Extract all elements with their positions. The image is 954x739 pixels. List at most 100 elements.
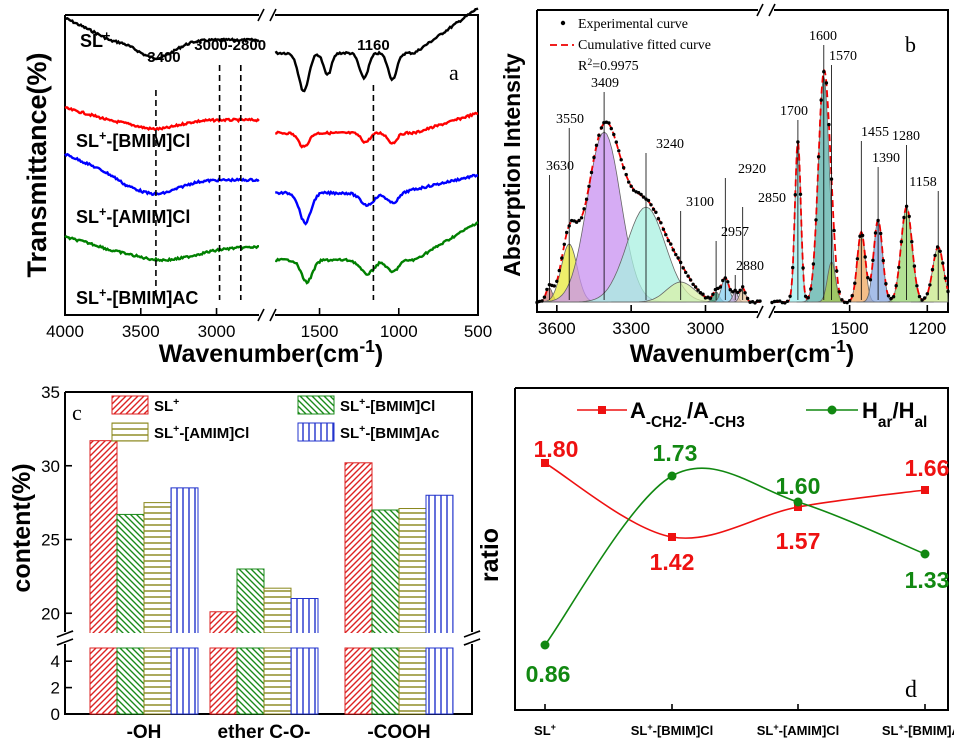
bar (116, 513, 145, 639)
spectrum-line (64, 152, 260, 197)
experimental-point (624, 172, 628, 177)
series-label: SL+-[BMIM]Cl (76, 129, 190, 151)
category-label: -COOH (367, 722, 430, 739)
peak-label: 3550 (556, 112, 584, 127)
data-label: 1.60 (776, 473, 821, 499)
experimental-point (860, 233, 865, 238)
axis-break-band (61, 633, 476, 643)
spectrum-line (275, 173, 478, 226)
experimental-point (674, 252, 678, 257)
experimental-point (941, 261, 945, 265)
peak-label: 1158 (909, 175, 936, 190)
experimental-point (701, 292, 705, 296)
axis-break-top (756, 3, 776, 17)
legend-r2: R2=0.9975 (578, 57, 639, 75)
y-tick-label: 35 (41, 383, 60, 402)
experimental-point (537, 299, 542, 304)
peak-label: 3240 (656, 137, 684, 152)
experimental-point (587, 184, 591, 188)
x-tick-label: 4000 (46, 322, 84, 341)
bar (398, 508, 427, 639)
experimental-point (589, 170, 594, 175)
legend-marker (598, 406, 606, 414)
experimental-point (661, 227, 666, 231)
peak-label: 1455 (861, 125, 889, 140)
panel-letter: d (905, 677, 917, 703)
data-label: 1.73 (653, 440, 698, 466)
experimental-point (669, 242, 673, 246)
x-tick-label: SL+ (534, 722, 556, 738)
bar (425, 494, 454, 639)
experimental-point (811, 262, 816, 266)
experimental-point (855, 257, 860, 261)
experimental-point (866, 276, 870, 280)
experimental-point (930, 267, 935, 272)
peak-label: 1160 (357, 37, 390, 54)
experimental-point (853, 281, 857, 285)
data-point (541, 459, 549, 467)
experimental-point (842, 300, 847, 304)
legend-swatch (111, 422, 149, 442)
experimental-point (938, 249, 942, 253)
experimental-point (651, 207, 656, 211)
y-tick-label: 20 (41, 604, 60, 623)
experimental-point (743, 291, 747, 295)
experimental-point (850, 294, 854, 298)
experimental-point (943, 276, 948, 280)
experimental-point (676, 256, 680, 260)
x-tick-label: 3300 (612, 319, 650, 338)
experimental-point (745, 296, 750, 301)
experimental-point (597, 133, 601, 137)
spectrum-line (64, 16, 260, 61)
experimental-point (631, 188, 636, 192)
bar-lower (89, 647, 118, 715)
data-point (920, 549, 930, 559)
experimental-point (656, 217, 661, 221)
data-point (540, 640, 550, 650)
experimental-point (728, 288, 732, 292)
experimental-point (912, 264, 917, 268)
axis-break-left (56, 630, 74, 646)
peak-label: 1390 (872, 151, 900, 166)
experimental-point (736, 290, 740, 295)
panel-b: 3600 3300 3000 1500 1200 3630 3550 3409 3240 3100… (499, 3, 950, 368)
bar-lower (371, 647, 400, 715)
experimental-point (910, 240, 914, 244)
y-axis-title: ratio (476, 528, 504, 582)
x-axis-title: Wavenumber(cm-1) (159, 336, 383, 368)
experimental-point (654, 210, 658, 214)
panel-d: SL+ SL+-[BMIM]Cl SL+-[AMIM]Cl SL+-[BMIM]Ac 1… (476, 387, 954, 738)
experimental-point (693, 285, 698, 289)
data-point (668, 533, 676, 541)
data-point (667, 471, 677, 481)
experimental-point (649, 203, 653, 207)
experimental-point (917, 294, 922, 299)
experimental-point (540, 299, 544, 303)
bar (170, 487, 199, 639)
bar-lower (170, 647, 199, 715)
experimental-point (755, 299, 760, 303)
experimental-point (847, 299, 852, 303)
peak-label: 1600 (809, 29, 837, 44)
x-tick-label: 1000 (380, 322, 418, 341)
legend-label: SL+-[BMIM]Cl (340, 396, 435, 415)
axis-break-bottom (756, 305, 776, 319)
data-label: 1.57 (776, 528, 821, 554)
experimental-point (863, 255, 867, 259)
experimental-point (584, 197, 589, 201)
experimental-point (884, 282, 888, 286)
x-tick-label: 1500 (831, 319, 869, 338)
bar-lower (116, 647, 145, 715)
x-tick-label: 3600 (538, 319, 576, 338)
experimental-point (897, 265, 901, 270)
x-tick-label: 3000 (687, 319, 725, 338)
experimental-point (816, 155, 821, 159)
series-line (544, 462, 926, 539)
experimental-point (778, 299, 782, 303)
experimental-point (814, 218, 818, 222)
experimental-point (772, 299, 777, 304)
experimental-point (594, 143, 599, 147)
panel-c-frame (64, 391, 473, 715)
peak-label: 1700 (780, 104, 808, 119)
bar-lower (143, 647, 172, 715)
